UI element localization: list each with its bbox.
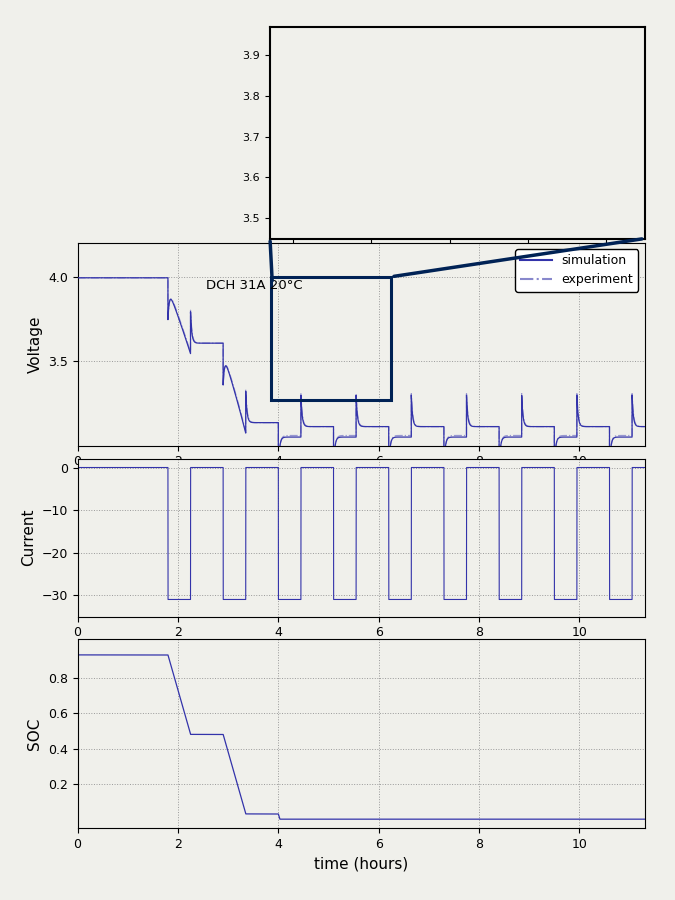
Bar <box>271 277 392 400</box>
Y-axis label: Current: Current <box>21 509 36 566</box>
X-axis label: time (hours): time (hours) <box>314 856 408 871</box>
Text: DCH 31A 20°C: DCH 31A 20°C <box>206 279 302 292</box>
Y-axis label: SOC: SOC <box>28 717 43 750</box>
Legend: simulation, experiment: simulation, experiment <box>516 249 639 292</box>
Y-axis label: Voltage: Voltage <box>28 316 43 373</box>
